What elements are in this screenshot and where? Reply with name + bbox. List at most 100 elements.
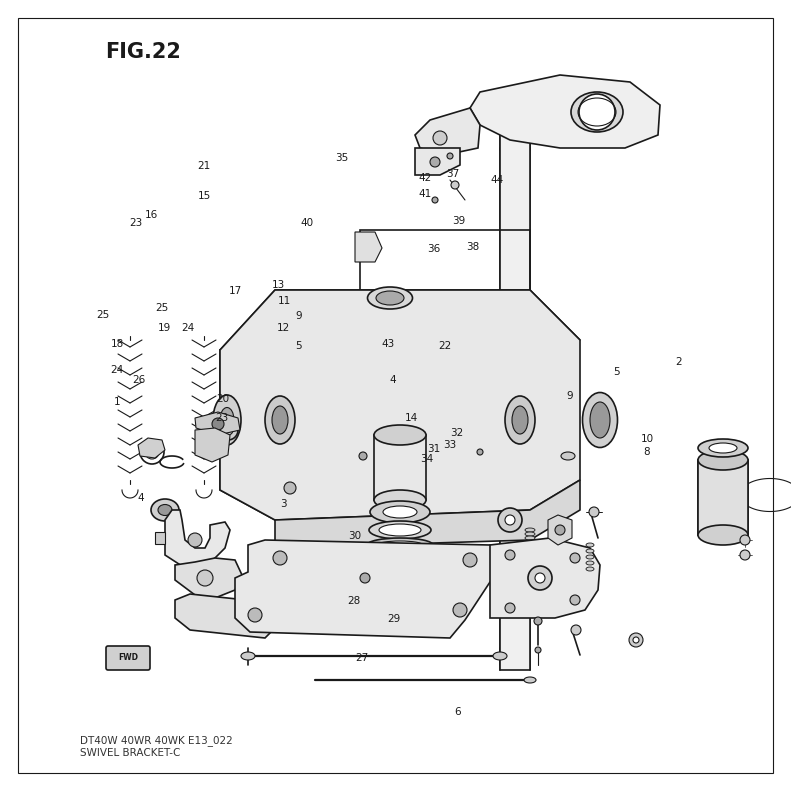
Ellipse shape	[377, 541, 423, 549]
Ellipse shape	[561, 452, 575, 460]
Bar	[500, 100, 530, 670]
Ellipse shape	[698, 450, 748, 470]
Ellipse shape	[272, 406, 288, 434]
Text: 31: 31	[427, 445, 440, 454]
Text: 41: 41	[419, 189, 432, 199]
Ellipse shape	[374, 425, 426, 445]
Ellipse shape	[370, 501, 430, 523]
Circle shape	[629, 633, 643, 647]
Circle shape	[463, 553, 477, 567]
Circle shape	[197, 570, 213, 586]
Circle shape	[570, 553, 580, 563]
Polygon shape	[355, 232, 382, 262]
Text: 19: 19	[158, 324, 171, 333]
Polygon shape	[195, 428, 230, 462]
Polygon shape	[195, 412, 240, 435]
Circle shape	[535, 647, 541, 653]
Ellipse shape	[512, 406, 528, 434]
Ellipse shape	[505, 396, 535, 444]
Ellipse shape	[368, 287, 412, 309]
Circle shape	[579, 94, 615, 130]
Text: 42: 42	[419, 173, 432, 183]
Text: 44: 44	[490, 176, 503, 185]
Text: 23: 23	[130, 218, 142, 228]
Text: 9: 9	[296, 312, 302, 321]
Text: FIG.22: FIG.22	[105, 42, 181, 62]
Polygon shape	[220, 350, 275, 520]
Text: 12: 12	[277, 324, 290, 333]
Polygon shape	[570, 548, 588, 568]
Circle shape	[432, 197, 438, 203]
Circle shape	[212, 418, 224, 430]
Circle shape	[740, 550, 750, 560]
Ellipse shape	[525, 540, 535, 544]
Text: 16: 16	[146, 210, 158, 220]
Text: 15: 15	[198, 191, 210, 201]
Circle shape	[505, 550, 515, 560]
Text: 3: 3	[280, 499, 286, 509]
Text: 39: 39	[452, 217, 465, 226]
Text: C: C	[391, 365, 399, 375]
Text: FWD: FWD	[118, 653, 138, 663]
Circle shape	[505, 603, 515, 613]
Ellipse shape	[379, 524, 421, 536]
Circle shape	[505, 515, 515, 525]
Ellipse shape	[265, 396, 295, 444]
Ellipse shape	[571, 92, 623, 132]
Ellipse shape	[582, 392, 618, 448]
Circle shape	[453, 603, 467, 617]
Text: 22: 22	[438, 341, 451, 350]
Text: 32: 32	[451, 429, 464, 438]
Circle shape	[535, 573, 545, 583]
Polygon shape	[275, 480, 580, 548]
Ellipse shape	[367, 538, 433, 552]
Circle shape	[430, 157, 440, 167]
Text: 14: 14	[405, 413, 418, 422]
Polygon shape	[175, 558, 242, 598]
Text: 2: 2	[676, 358, 682, 367]
Ellipse shape	[525, 528, 535, 532]
Text: 5: 5	[296, 342, 302, 351]
Text: 11: 11	[278, 296, 291, 305]
Circle shape	[248, 608, 262, 622]
Text: 36: 36	[427, 244, 440, 254]
Polygon shape	[165, 510, 230, 568]
Circle shape	[171, 526, 179, 534]
Circle shape	[273, 551, 287, 565]
Text: 27: 27	[356, 653, 369, 663]
Text: 24: 24	[182, 324, 195, 333]
Ellipse shape	[525, 548, 535, 552]
Polygon shape	[415, 108, 480, 155]
Ellipse shape	[590, 402, 610, 438]
Text: 38: 38	[467, 242, 479, 252]
Polygon shape	[175, 594, 275, 638]
Polygon shape	[220, 290, 580, 360]
Text: 29: 29	[388, 614, 400, 623]
Circle shape	[535, 540, 545, 550]
Text: 25: 25	[156, 304, 168, 313]
Circle shape	[555, 525, 565, 535]
Polygon shape	[490, 538, 600, 618]
Text: 30: 30	[348, 532, 361, 541]
Ellipse shape	[525, 536, 535, 540]
Text: 8: 8	[644, 448, 650, 457]
Text: 6: 6	[454, 707, 460, 717]
Circle shape	[589, 507, 599, 517]
Ellipse shape	[709, 443, 737, 453]
Ellipse shape	[586, 567, 594, 571]
Ellipse shape	[213, 395, 241, 445]
Circle shape	[359, 452, 367, 460]
Text: 35: 35	[335, 153, 348, 163]
Text: 24: 24	[111, 365, 123, 375]
Text: 34: 34	[421, 454, 433, 464]
Circle shape	[528, 566, 552, 590]
Ellipse shape	[698, 525, 748, 545]
Circle shape	[498, 508, 522, 532]
Ellipse shape	[524, 677, 536, 683]
Text: 26: 26	[132, 375, 145, 384]
Text: 28: 28	[348, 596, 361, 606]
Bar	[155, 532, 165, 544]
Text: 25: 25	[97, 310, 109, 320]
Circle shape	[360, 573, 370, 583]
Ellipse shape	[525, 532, 535, 536]
